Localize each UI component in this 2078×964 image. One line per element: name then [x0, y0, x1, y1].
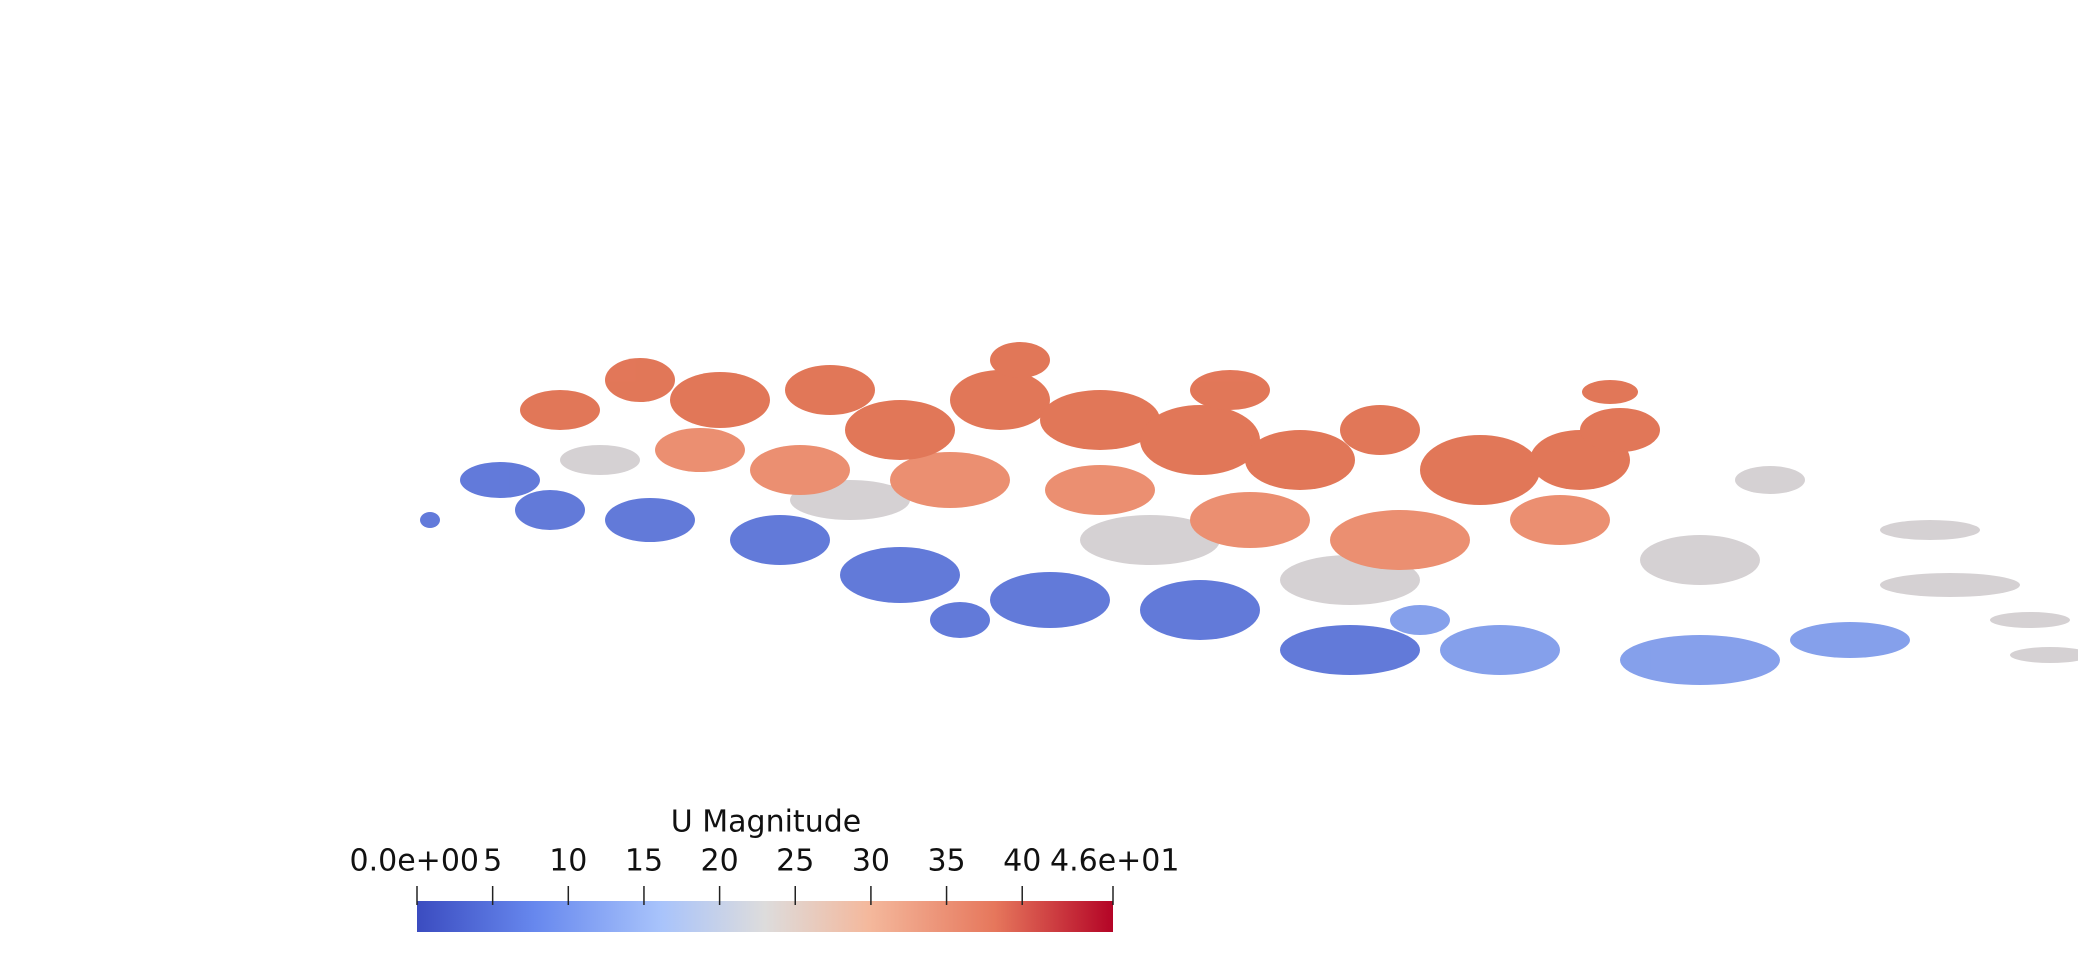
- tick-label: 40: [1003, 844, 1041, 879]
- tick-label: 35: [927, 844, 965, 879]
- tick-label: 4.6e+01: [1050, 844, 1179, 879]
- flow-structures: [420, 342, 2078, 685]
- tick-label: 5: [483, 844, 502, 879]
- tick-label: 20: [701, 844, 739, 879]
- color-legend: U Magnitude 0.0e+00 5 10 15 20 25 30 35 40 4.6e+0…: [350, 805, 1179, 932]
- tick-label: 10: [549, 844, 587, 879]
- tick-label: 25: [776, 844, 814, 879]
- tick-label: 0.0e+00: [350, 844, 479, 879]
- legend-title: U Magnitude: [671, 805, 861, 840]
- color-bar: [417, 901, 1113, 932]
- tick-label: 15: [625, 844, 663, 879]
- tick-label: 30: [852, 844, 890, 879]
